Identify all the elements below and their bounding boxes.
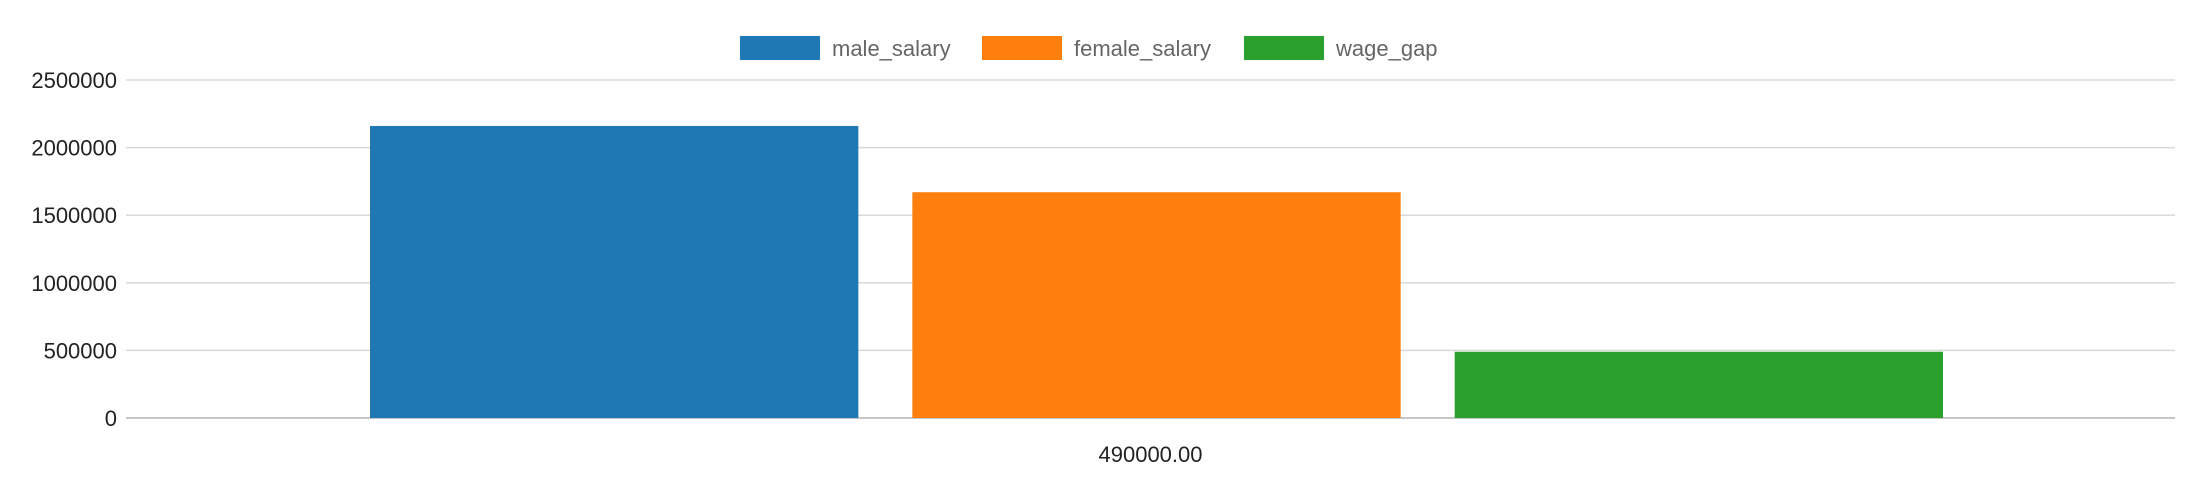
- bars: [370, 125, 1943, 418]
- legend-label: wage_gap: [1335, 36, 1438, 61]
- y-axis: 0 500000 1000000 1500000 2000000 2500000: [31, 68, 117, 431]
- bar-female_salary: [912, 192, 1401, 418]
- bar-wage_gap: [1454, 351, 1943, 418]
- legend: male_salary female_salary wage_gap: [740, 36, 1438, 61]
- y-tick-label: 1000000: [31, 271, 117, 296]
- bar-male_salary: [370, 125, 859, 418]
- legend-swatch: [982, 36, 1062, 60]
- y-tick-label: 1500000: [31, 203, 117, 228]
- legend-swatch: [1244, 36, 1324, 60]
- legend-label: male_salary: [832, 36, 951, 61]
- y-tick-label: 0: [105, 406, 117, 431]
- y-tick-label: 500000: [44, 338, 117, 363]
- y-tick-label: 2500000: [31, 68, 117, 93]
- legend-item-female_salary[interactable]: female_salary: [982, 36, 1211, 61]
- y-tick-label: 2000000: [31, 136, 117, 161]
- legend-item-wage_gap[interactable]: wage_gap: [1244, 36, 1438, 61]
- x-tick-label: 490000.00: [1099, 442, 1203, 467]
- legend-item-male_salary[interactable]: male_salary: [740, 36, 951, 61]
- x-axis: 490000.00: [1099, 442, 1203, 467]
- legend-label: female_salary: [1074, 36, 1211, 61]
- legend-swatch: [740, 36, 820, 60]
